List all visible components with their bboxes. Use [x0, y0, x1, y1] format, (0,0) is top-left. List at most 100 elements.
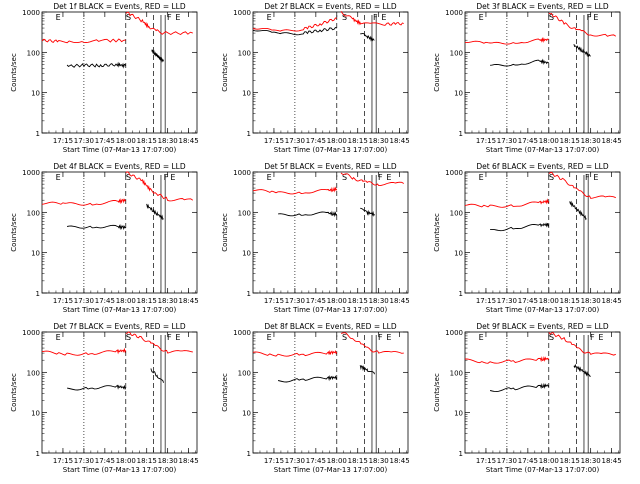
x-tick-label: 18:15: [348, 297, 368, 305]
panel-title: Det 6f BLACK = Events, RED = LLD: [476, 162, 609, 171]
y-tick-label: 100: [27, 209, 40, 217]
y-tick-label: 100: [450, 49, 463, 57]
x-tick-label: 17:45: [518, 457, 538, 465]
lld-series-line: [340, 172, 405, 187]
event-marker-E: E: [175, 13, 180, 22]
x-tick-label: 18:00: [116, 457, 136, 465]
panel-title: Det 3f BLACK = Events, RED = LLD: [476, 2, 609, 11]
x-tick-label: 17:45: [95, 297, 115, 305]
y-tick-label: 100: [27, 369, 40, 377]
y-tick-label: 1: [459, 450, 463, 458]
event-marker-E: E: [593, 173, 598, 182]
events-series-line: [569, 200, 587, 221]
x-axis-label: Start Time (07-Mar-13 17:07:00): [274, 146, 388, 154]
events-series-line: [360, 207, 375, 217]
lld-series-line: [125, 331, 193, 354]
x-tick-label: 17:45: [95, 457, 115, 465]
event-marker-F: F: [587, 13, 592, 22]
event-marker-E: E: [267, 13, 272, 22]
lld-series-line: [465, 36, 549, 45]
events-series-line: [489, 382, 550, 393]
event-marker-E: E: [381, 13, 386, 22]
x-tick-label: 18:15: [137, 297, 157, 305]
y-tick-label: 10: [31, 410, 40, 418]
x-tick-label: 18:30: [369, 457, 389, 465]
events-series-line: [67, 384, 127, 391]
lld-series-line: [548, 171, 616, 199]
y-tick-label: 1000: [233, 9, 251, 17]
y-tick-label: 1: [36, 450, 40, 458]
events-series-line: [573, 363, 591, 377]
x-tick-label: 18:15: [348, 457, 368, 465]
x-tick-label: 18:00: [539, 137, 559, 145]
x-tick-label: 17:30: [74, 137, 94, 145]
event-marker-E: E: [598, 333, 603, 342]
lld-series-line: [252, 349, 338, 357]
y-axis-label: Counts/sec: [221, 373, 229, 412]
y-axis-label: Counts/sec: [221, 53, 229, 92]
events-series-line: [67, 223, 127, 231]
x-tick-label: 18:15: [137, 137, 157, 145]
y-tick-label: 10: [31, 250, 40, 258]
y-tick-label: 1: [459, 290, 463, 298]
x-tick-label: 17:45: [306, 297, 326, 305]
y-tick-label: 100: [238, 209, 251, 217]
x-tick-label: 18:00: [116, 297, 136, 305]
x-tick-label: 18:30: [369, 137, 389, 145]
y-tick-label: 1000: [233, 169, 251, 177]
x-tick-label: 17:45: [306, 457, 326, 465]
x-tick-label: 17:45: [518, 297, 538, 305]
x-tick-label: 18:45: [602, 457, 622, 465]
y-tick-label: 100: [450, 209, 463, 217]
plot-frame: [252, 11, 409, 134]
x-tick-label: 18:30: [581, 297, 601, 305]
plot-frame: [252, 331, 409, 454]
x-axis-label: Start Time (07-Mar-13 17:07:00): [63, 466, 177, 474]
x-tick-label: 18:15: [560, 297, 580, 305]
x-tick-label: 18:30: [158, 457, 178, 465]
x-tick-label: 17:30: [497, 457, 517, 465]
x-tick-label: 18:15: [137, 457, 157, 465]
x-tick-label: 18:45: [179, 137, 199, 145]
x-tick-label: 17:30: [497, 297, 517, 305]
lld-series-line: [41, 38, 126, 44]
event-marker-F: F: [585, 173, 590, 182]
event-marker-E: E: [479, 13, 484, 22]
y-tick-label: 100: [238, 369, 251, 377]
x-tick-label: 18:00: [539, 297, 559, 305]
event-marker-E: E: [56, 173, 61, 182]
x-axis-label: Start Time (07-Mar-13 17:07:00): [63, 306, 177, 314]
x-tick-label: 17:30: [74, 297, 94, 305]
event-marker-S: S: [549, 173, 554, 182]
panel-title: Det 8f BLACK = Events, RED = LLD: [264, 322, 397, 331]
y-tick-label: 1000: [22, 9, 40, 17]
x-tick-label: 17:30: [285, 137, 305, 145]
x-tick-label: 17:45: [95, 137, 115, 145]
event-marker-F: F: [373, 13, 378, 22]
y-tick-label: 1: [459, 130, 463, 138]
y-tick-label: 1: [247, 290, 251, 298]
event-marker-E: E: [386, 173, 391, 182]
event-marker-F: F: [167, 13, 172, 22]
y-tick-label: 10: [242, 250, 251, 258]
lld-series-line: [340, 332, 404, 354]
event-marker-E: E: [593, 13, 598, 22]
lld-series-line: [465, 355, 550, 364]
events-series-line: [252, 26, 337, 36]
y-axis-label: Counts/sec: [433, 213, 441, 252]
x-tick-label: 18:30: [369, 297, 389, 305]
event-marker-S: S: [126, 13, 131, 22]
x-tick-label: 17:15: [476, 457, 496, 465]
lld-series-line: [548, 331, 616, 356]
x-tick-label: 18:45: [179, 297, 199, 305]
x-tick-label: 18:45: [390, 137, 410, 145]
plot-frame: [464, 171, 621, 294]
x-tick-label: 18:30: [158, 137, 178, 145]
x-tick-label: 17:30: [497, 137, 517, 145]
x-tick-label: 18:00: [327, 457, 347, 465]
x-tick-label: 18:30: [581, 137, 601, 145]
y-tick-label: 10: [242, 410, 251, 418]
event-marker-S: S: [549, 333, 554, 342]
lld-series-line: [125, 11, 193, 36]
